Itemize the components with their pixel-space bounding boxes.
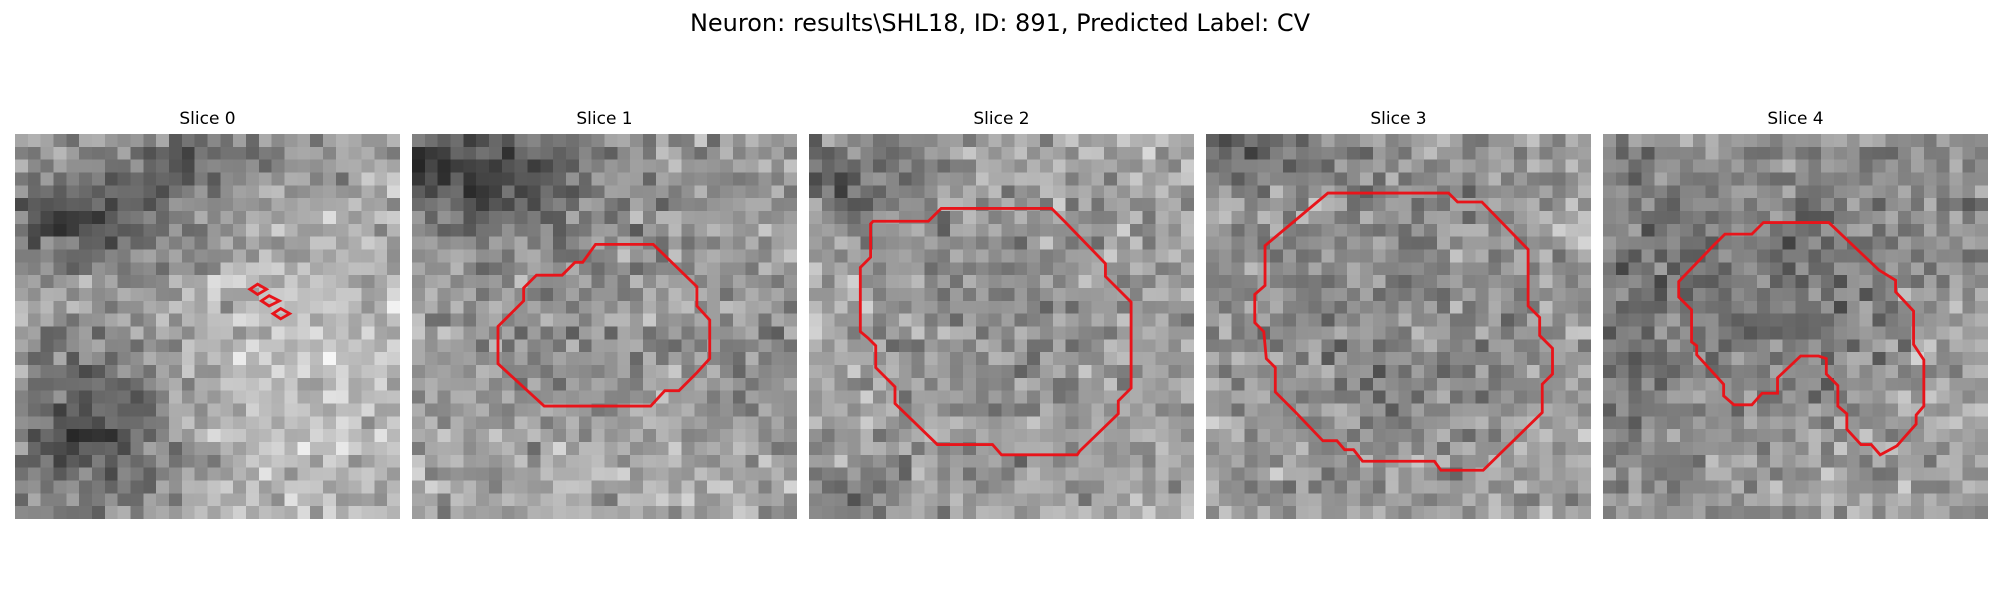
slice-image [809, 134, 1194, 519]
figure-title: Neuron: results\SHL18, ID: 891, Predicte… [689, 9, 1311, 37]
roi-contour [247, 282, 270, 297]
slice-title: Slice 1 [576, 109, 633, 129]
slice-title: Slice 4 [1767, 109, 1824, 129]
slice-title: Slice 0 [179, 109, 236, 129]
slice-panel-1: Slice 1 [412, 108, 797, 519]
slice-title: Slice 2 [973, 109, 1030, 129]
slice-panel-4: Slice 4 [1603, 108, 1988, 519]
slice-panel-2: Slice 2 [809, 108, 1194, 519]
roi-contour [1253, 191, 1554, 472]
slice-panel-3: Slice 3 [1206, 108, 1591, 519]
slice-image [15, 134, 400, 519]
slice-image [412, 134, 797, 519]
slice-image [1603, 134, 1988, 519]
roi-contour [858, 207, 1133, 457]
roi-contour [1677, 221, 1926, 457]
roi-contour [258, 294, 283, 308]
slice-image [1206, 134, 1591, 519]
roi-contour [270, 306, 293, 321]
slice-title: Slice 3 [1370, 109, 1427, 129]
slice-panel-0: Slice 0 [15, 108, 400, 519]
roi-contour [496, 242, 712, 408]
